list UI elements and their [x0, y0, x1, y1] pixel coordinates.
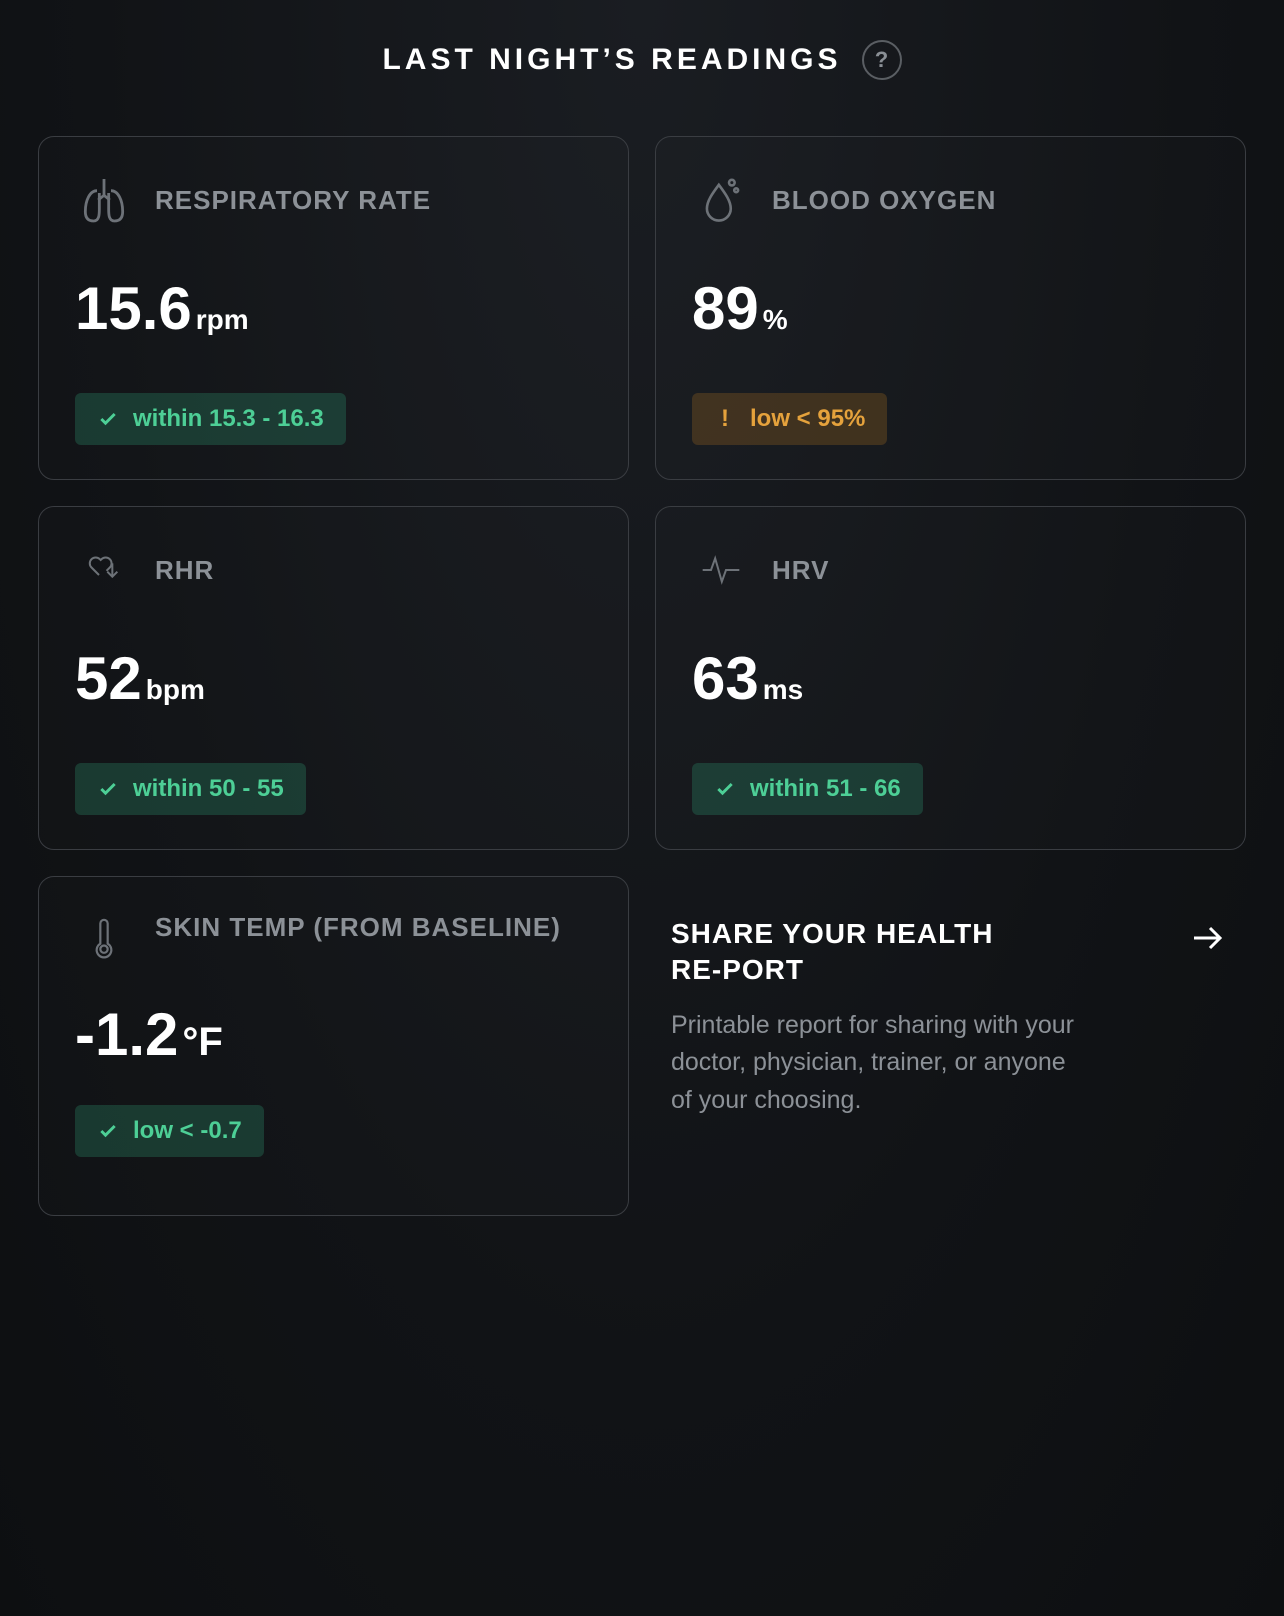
- card-title: BLOOD OXYGEN: [772, 184, 996, 217]
- card-title: HRV: [772, 554, 829, 587]
- section-header: LAST NIGHT’S READINGS ?: [38, 40, 1246, 80]
- arrow-right-icon: [1186, 916, 1230, 960]
- badge-text: low < -0.7: [133, 1117, 242, 1145]
- check-icon: [97, 408, 119, 430]
- pulse-icon: [692, 541, 750, 599]
- status-badge: within 15.3 - 16.3: [75, 393, 346, 445]
- card-value-row: 63 ms: [692, 649, 1209, 709]
- badge-text: within 15.3 - 16.3: [133, 405, 324, 433]
- card-value-row: -1.2 °F: [75, 1005, 592, 1065]
- card-value-row: 52 bpm: [75, 649, 592, 709]
- status-badge: within 50 - 55: [75, 763, 306, 815]
- check-icon: [97, 778, 119, 800]
- badge-text: low < 95%: [750, 405, 865, 433]
- status-badge: within 51 - 66: [692, 763, 923, 815]
- card-value: 89: [692, 279, 759, 339]
- status-badge: ! low < 95%: [692, 393, 887, 445]
- thermometer-icon: [75, 911, 133, 969]
- status-badge: low < -0.7: [75, 1105, 264, 1157]
- card-value: -1.2: [75, 1005, 178, 1065]
- card-rhr[interactable]: RHR 52 bpm within 50 - 55: [38, 506, 629, 850]
- check-icon: [97, 1120, 119, 1142]
- card-unit: ms: [763, 674, 803, 706]
- card-unit: rpm: [196, 304, 249, 336]
- share-health-report[interactable]: SHARE YOUR HEALTH RE‑PORT Printable repo…: [655, 876, 1246, 1216]
- card-unit: %: [763, 304, 788, 336]
- badge-text: within 50 - 55: [133, 775, 284, 803]
- card-header: HRV: [692, 541, 1209, 599]
- alert-icon: !: [714, 408, 736, 430]
- card-unit: bpm: [146, 674, 205, 706]
- card-title: RESPIRATORY RATE: [155, 184, 431, 217]
- card-header: RESPIRATORY RATE: [75, 171, 592, 229]
- share-header-row: SHARE YOUR HEALTH RE‑PORT: [671, 916, 1230, 989]
- card-value: 52: [75, 649, 142, 709]
- blood-drop-icon: [692, 171, 750, 229]
- check-icon: [714, 778, 736, 800]
- help-icon: ?: [875, 47, 888, 73]
- heart-down-icon: [75, 541, 133, 599]
- help-button[interactable]: ?: [862, 40, 902, 80]
- lungs-icon: [75, 171, 133, 229]
- card-value-row: 15.6 rpm: [75, 279, 592, 339]
- share-description: Printable report for sharing with your d…: [671, 1007, 1091, 1120]
- card-value-row: 89 %: [692, 279, 1209, 339]
- readings-panel: LAST NIGHT’S READINGS ? RESPIRATORY RATE: [0, 0, 1284, 1216]
- card-value: 63: [692, 649, 759, 709]
- cards-grid: RESPIRATORY RATE 15.6 rpm within 15.3 - …: [38, 136, 1246, 1216]
- card-header: RHR: [75, 541, 592, 599]
- card-title: RHR: [155, 554, 214, 587]
- card-value: 15.6: [75, 279, 192, 339]
- section-title: LAST NIGHT’S READINGS: [382, 43, 841, 77]
- card-title: SKIN TEMP (FROM BASELINE): [155, 911, 561, 944]
- card-blood-oxygen[interactable]: BLOOD OXYGEN 89 % ! low < 95%: [655, 136, 1246, 480]
- share-title: SHARE YOUR HEALTH RE‑PORT: [671, 916, 1031, 989]
- card-skin-temp[interactable]: SKIN TEMP (FROM BASELINE) -1.2 °F low < …: [38, 876, 629, 1216]
- card-header: SKIN TEMP (FROM BASELINE): [75, 911, 592, 969]
- card-hrv[interactable]: HRV 63 ms within 51 - 66: [655, 506, 1246, 850]
- card-unit: °F: [182, 1020, 222, 1065]
- badge-text: within 51 - 66: [750, 775, 901, 803]
- card-respiratory-rate[interactable]: RESPIRATORY RATE 15.6 rpm within 15.3 - …: [38, 136, 629, 480]
- card-header: BLOOD OXYGEN: [692, 171, 1209, 229]
